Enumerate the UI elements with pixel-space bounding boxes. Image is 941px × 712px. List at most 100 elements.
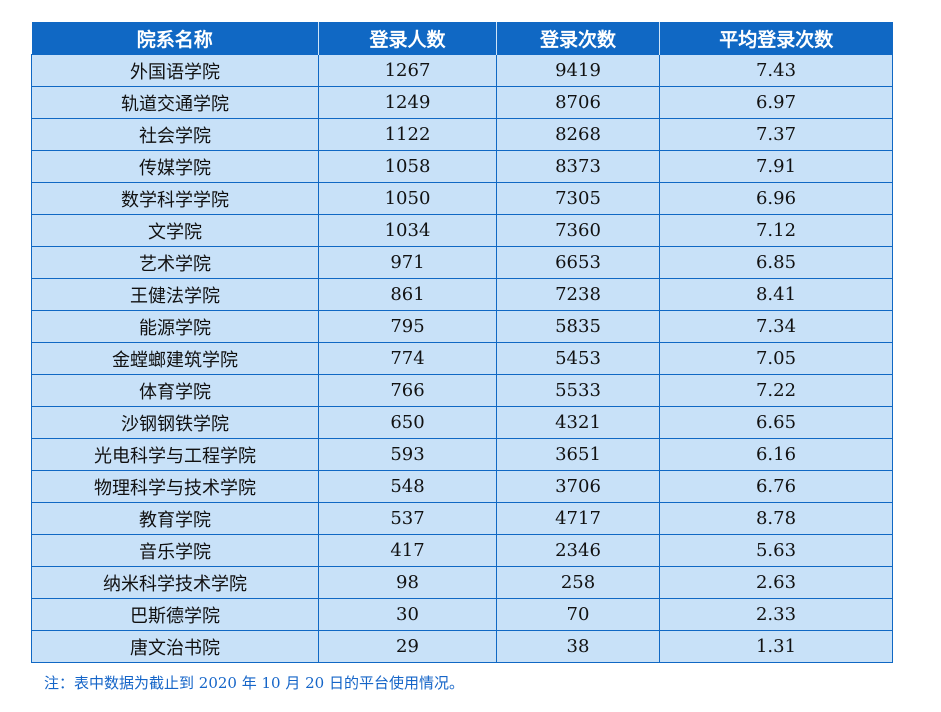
cell-department: 唐文治书院	[31, 630, 319, 663]
table-row: 数学科学学院 1050 7305 6.96	[31, 182, 893, 215]
table-row: 外国语学院 1267 9419 7.43	[31, 54, 893, 87]
cell-login-count: 5453	[496, 342, 660, 375]
cell-login-users: 1034	[318, 214, 497, 247]
cell-login-users: 1122	[318, 118, 497, 151]
table-header: 院系名称 登录人数 登录次数 平均登录次数	[31, 22, 893, 55]
cell-avg-login: 7.22	[659, 374, 893, 407]
cell-login-count: 5835	[496, 310, 660, 343]
cell-login-count: 2346	[496, 534, 660, 567]
header-avg-login: 平均登录次数	[659, 22, 893, 55]
cell-department: 王健法学院	[31, 278, 319, 311]
header-row: 院系名称 登录人数 登录次数 平均登录次数	[31, 22, 893, 55]
cell-login-users: 861	[318, 278, 497, 311]
cell-login-users: 537	[318, 502, 497, 535]
cell-login-count: 38	[496, 630, 660, 663]
cell-avg-login: 8.41	[659, 278, 893, 311]
cell-department: 巴斯德学院	[31, 598, 319, 631]
cell-login-count: 4321	[496, 406, 660, 439]
header-login-count: 登录次数	[496, 22, 660, 55]
table-row: 艺术学院 971 6653 6.85	[31, 246, 893, 279]
table-row: 沙钢钢铁学院 650 4321 6.65	[31, 406, 893, 439]
cell-login-count: 9419	[496, 54, 660, 87]
cell-login-count: 70	[496, 598, 660, 631]
table-row: 教育学院 537 4717 8.78	[31, 502, 893, 535]
cell-department: 沙钢钢铁学院	[31, 406, 319, 439]
cell-department: 教育学院	[31, 502, 319, 535]
header-login-users: 登录人数	[318, 22, 497, 55]
cell-login-users: 30	[318, 598, 497, 631]
table-row: 音乐学院 417 2346 5.63	[31, 534, 893, 567]
cell-avg-login: 1.31	[659, 630, 893, 663]
cell-avg-login: 7.43	[659, 54, 893, 87]
table-row: 体育学院 766 5533 7.22	[31, 374, 893, 407]
cell-login-users: 1058	[318, 150, 497, 183]
cell-login-count: 7360	[496, 214, 660, 247]
login-stats-table: 院系名称 登录人数 登录次数 平均登录次数 外国语学院 1267 9419 7.43 轨…	[31, 22, 893, 663]
cell-login-users: 417	[318, 534, 497, 567]
table-row: 物理科学与技术学院 548 3706 6.76	[31, 470, 893, 503]
table-row: 能源学院 795 5835 7.34	[31, 310, 893, 343]
table-row: 轨道交通学院 1249 8706 6.97	[31, 86, 893, 119]
table-row: 金螳螂建筑学院 774 5453 7.05	[31, 342, 893, 375]
cell-avg-login: 6.65	[659, 406, 893, 439]
cell-login-users: 98	[318, 566, 497, 599]
cell-department: 物理科学与技术学院	[31, 470, 319, 503]
table-row: 光电科学与工程学院 593 3651 6.16	[31, 438, 893, 471]
cell-department: 纳米科学技术学院	[31, 566, 319, 599]
table-row: 王健法学院 861 7238 8.41	[31, 278, 893, 311]
cell-department: 音乐学院	[31, 534, 319, 567]
table-row: 社会学院 1122 8268 7.37	[31, 118, 893, 151]
table-row: 纳米科学技术学院 98 258 2.63	[31, 566, 893, 599]
cell-department: 传媒学院	[31, 150, 319, 183]
cell-login-users: 774	[318, 342, 497, 375]
cell-department: 轨道交通学院	[31, 86, 319, 119]
cell-login-users: 1050	[318, 182, 497, 215]
cell-login-count: 7305	[496, 182, 660, 215]
cell-avg-login: 6.85	[659, 246, 893, 279]
cell-department: 艺术学院	[31, 246, 319, 279]
cell-avg-login: 8.78	[659, 502, 893, 535]
table-row: 巴斯德学院 30 70 2.33	[31, 598, 893, 631]
cell-department: 体育学院	[31, 374, 319, 407]
cell-login-count: 8706	[496, 86, 660, 119]
cell-login-users: 1249	[318, 86, 497, 119]
cell-login-users: 766	[318, 374, 497, 407]
cell-department: 能源学院	[31, 310, 319, 343]
cell-login-count: 258	[496, 566, 660, 599]
cell-department: 外国语学院	[31, 54, 319, 87]
table-row: 文学院 1034 7360 7.12	[31, 214, 893, 247]
cell-login-count: 3706	[496, 470, 660, 503]
cell-avg-login: 6.96	[659, 182, 893, 215]
table-row: 唐文治书院 29 38 1.31	[31, 630, 893, 663]
cell-login-count: 4717	[496, 502, 660, 535]
cell-department: 数学科学学院	[31, 182, 319, 215]
cell-login-users: 650	[318, 406, 497, 439]
cell-avg-login: 2.33	[659, 598, 893, 631]
cell-avg-login: 2.63	[659, 566, 893, 599]
cell-login-count: 3651	[496, 438, 660, 471]
cell-avg-login: 6.97	[659, 86, 893, 119]
cell-login-users: 548	[318, 470, 497, 503]
cell-login-users: 971	[318, 246, 497, 279]
table-footnote: 注：表中数据为截止到 2020 年 10 月 20 日的平台使用情况。	[44, 674, 464, 692]
cell-avg-login: 6.16	[659, 438, 893, 471]
cell-login-users: 795	[318, 310, 497, 343]
cell-login-count: 6653	[496, 246, 660, 279]
cell-avg-login: 6.76	[659, 470, 893, 503]
cell-login-users: 593	[318, 438, 497, 471]
cell-login-count: 8268	[496, 118, 660, 151]
table-body: 外国语学院 1267 9419 7.43 轨道交通学院 1249 8706 6.97 社会学院 1…	[31, 54, 893, 663]
cell-login-users: 1267	[318, 54, 497, 87]
cell-avg-login: 7.12	[659, 214, 893, 247]
cell-login-count: 8373	[496, 150, 660, 183]
cell-department: 光电科学与工程学院	[31, 438, 319, 471]
cell-login-count: 7238	[496, 278, 660, 311]
table-row: 传媒学院 1058 8373 7.91	[31, 150, 893, 183]
cell-login-users: 29	[318, 630, 497, 663]
cell-department: 金螳螂建筑学院	[31, 342, 319, 375]
cell-avg-login: 7.37	[659, 118, 893, 151]
login-stats-table-container: 院系名称 登录人数 登录次数 平均登录次数 外国语学院 1267 9419 7.43 轨…	[31, 22, 893, 663]
cell-avg-login: 7.05	[659, 342, 893, 375]
cell-avg-login: 7.34	[659, 310, 893, 343]
cell-avg-login: 5.63	[659, 534, 893, 567]
